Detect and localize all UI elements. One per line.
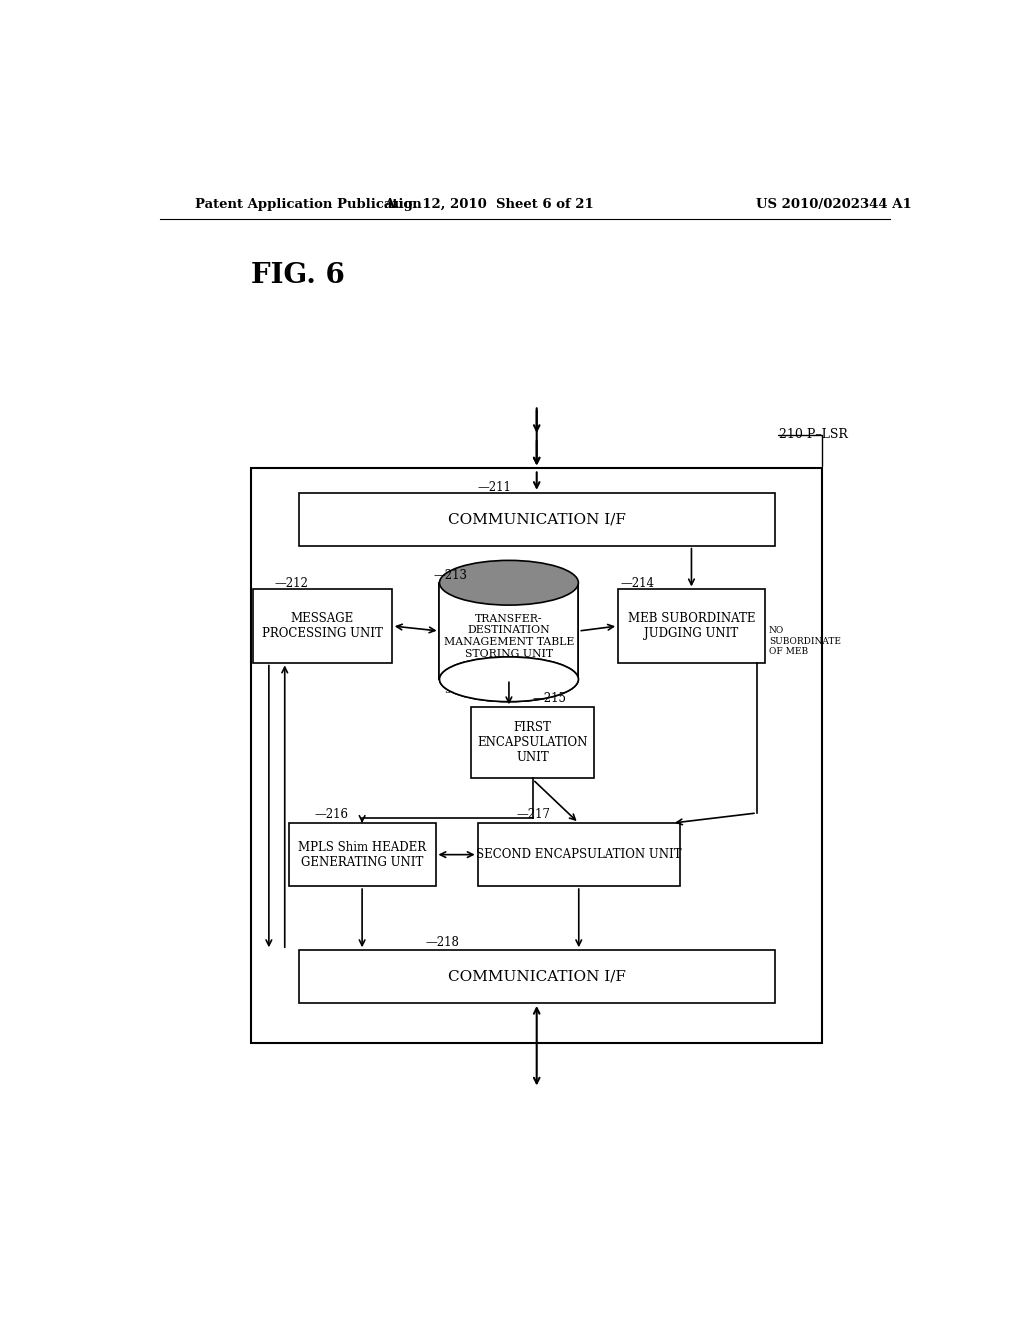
Text: MEB SUBORDINATE
JUDGING UNIT: MEB SUBORDINATE JUDGING UNIT: [628, 612, 756, 640]
Text: NO
SUBORDINATE
OF MEB: NO SUBORDINATE OF MEB: [769, 626, 841, 656]
Bar: [299, 950, 775, 1003]
Text: 210 P–LSR: 210 P–LSR: [779, 429, 848, 441]
Bar: [299, 492, 775, 545]
Text: TRANSFER-
DESTINATION
MANAGEMENT TABLE
STORING UNIT: TRANSFER- DESTINATION MANAGEMENT TABLE S…: [443, 614, 574, 659]
Text: —217: —217: [517, 808, 551, 821]
Text: —211: —211: [477, 480, 511, 494]
Text: —214: —214: [620, 577, 654, 590]
Bar: [289, 824, 435, 886]
Ellipse shape: [439, 657, 579, 702]
Bar: [253, 589, 392, 663]
Text: FIRST
ENCAPSULATION
UNIT: FIRST ENCAPSULATION UNIT: [477, 721, 588, 764]
Text: —216: —216: [314, 808, 348, 821]
Text: US 2010/0202344 A1: US 2010/0202344 A1: [757, 198, 912, 211]
Bar: [471, 708, 594, 779]
Text: —218: —218: [426, 936, 460, 949]
Text: COMMUNICATION I/F: COMMUNICATION I/F: [447, 970, 626, 983]
Bar: [439, 582, 579, 680]
Text: SUBORDINATE OF MEB: SUBORDINATE OF MEB: [445, 686, 565, 696]
Text: COMMUNICATION I/F: COMMUNICATION I/F: [447, 512, 626, 527]
Text: —215: —215: [532, 692, 566, 705]
Text: —212: —212: [274, 577, 308, 590]
Bar: [251, 469, 822, 1043]
Ellipse shape: [439, 561, 579, 605]
Text: MESSAGE
PROCESSING UNIT: MESSAGE PROCESSING UNIT: [262, 612, 383, 640]
Text: Patent Application Publication: Patent Application Publication: [196, 198, 422, 211]
Text: MPLS Shim HEADER
GENERATING UNIT: MPLS Shim HEADER GENERATING UNIT: [298, 841, 426, 869]
Bar: [477, 824, 680, 886]
Text: FIG. 6: FIG. 6: [251, 261, 345, 289]
Text: —213: —213: [433, 569, 468, 582]
Text: Aug. 12, 2010  Sheet 6 of 21: Aug. 12, 2010 Sheet 6 of 21: [384, 198, 594, 211]
Text: SECOND ENCAPSULATION UNIT: SECOND ENCAPSULATION UNIT: [476, 849, 682, 861]
Bar: [618, 589, 765, 663]
Ellipse shape: [439, 657, 579, 702]
